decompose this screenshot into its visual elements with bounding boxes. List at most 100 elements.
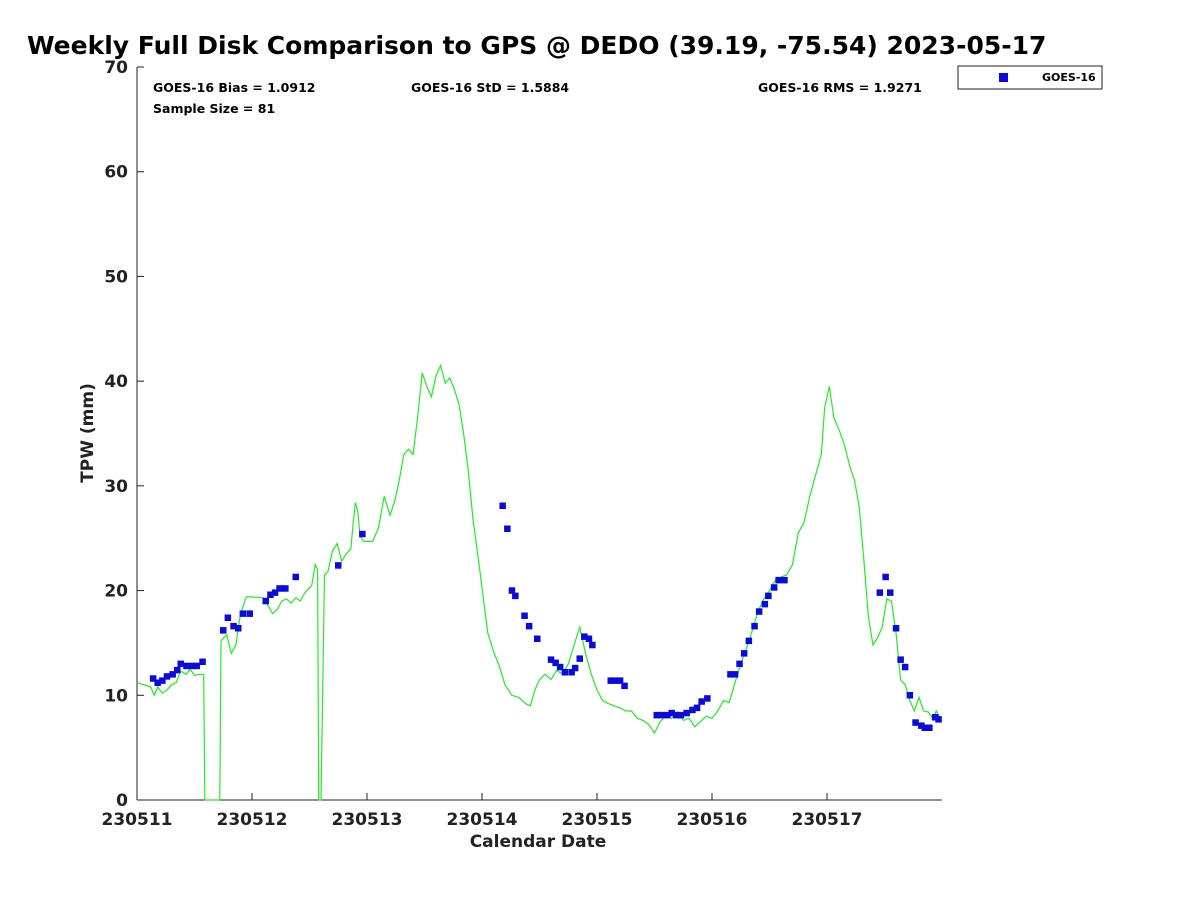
goes-16-point — [663, 711, 671, 719]
goes-16-point — [770, 584, 778, 591]
goes-16-point — [199, 658, 206, 665]
goes-16-point — [276, 585, 283, 592]
goes-16-point — [504, 525, 511, 532]
goes-16-point — [512, 592, 519, 600]
goes-16-point — [607, 677, 614, 684]
goes-16-point — [239, 610, 247, 617]
goes-16-point — [149, 675, 157, 682]
goes-16-point — [612, 677, 619, 684]
goes-16-point — [235, 625, 242, 632]
goes-16-point — [174, 666, 181, 674]
rms-stat: GOES-16 RMS = 1.9271 — [758, 80, 922, 95]
goes-16-point — [668, 709, 675, 717]
x-tick-label: 230516 — [677, 810, 748, 830]
x-tick-label: 230513 — [332, 810, 403, 830]
goes-16-point — [220, 627, 227, 634]
goes-16-point — [621, 682, 628, 690]
goes-16-point — [689, 706, 696, 714]
legend-box — [957, 65, 1103, 90]
goes-16-point — [335, 562, 342, 569]
goes-16-point — [897, 656, 904, 663]
y-tick-label: 10 — [104, 686, 128, 706]
axes — [136, 67, 942, 801]
goes-16-point — [698, 698, 705, 705]
goes-16-point — [616, 677, 624, 684]
y-tick-label: 50 — [104, 267, 128, 287]
goes-16-point — [547, 656, 555, 663]
goes-16-point — [876, 589, 884, 596]
goes-16-point — [525, 622, 533, 630]
goes-16-point — [292, 573, 299, 581]
y-tick-label: 20 — [104, 582, 128, 602]
y-axis-label: TPW (mm) — [78, 383, 98, 483]
goes-16-point — [585, 635, 593, 642]
goes-16-point — [189, 662, 196, 670]
y-tick-label: 60 — [104, 163, 128, 183]
goes-16-point — [262, 597, 269, 605]
goes-16-point — [169, 671, 176, 678]
goes-16-point — [931, 714, 939, 721]
goes-16-point — [568, 669, 575, 676]
legend-label-goes-16: GOES-16 — [1042, 71, 1096, 84]
goes-16-point — [521, 612, 528, 619]
goes-16-point — [282, 585, 289, 592]
goes-16-point — [561, 669, 569, 676]
y-tick-label: 30 — [104, 477, 128, 497]
goes-16-point — [571, 664, 579, 672]
goes-16-point — [224, 614, 232, 621]
goes-16-point — [683, 709, 690, 717]
gps-line — [136, 363, 941, 801]
goes-16-point — [745, 637, 753, 645]
goes-16-point — [534, 635, 541, 642]
goes-16-point — [658, 711, 665, 719]
y-tick-label: 70 — [104, 58, 128, 78]
goes-16-point — [704, 695, 711, 702]
goes-16-point — [887, 589, 894, 596]
goes-16-point — [677, 711, 685, 719]
x-tick-label: 230517 — [792, 810, 863, 830]
y-tick-label: 40 — [104, 372, 128, 392]
goes-16-point — [892, 625, 900, 632]
goes-16-point — [755, 608, 763, 615]
goes-16-point — [653, 711, 660, 719]
gps-series — [136, 363, 941, 801]
goes-16-point — [581, 633, 588, 640]
y-ticks: 0 10 20 30 40 50 60 70 — [104, 58, 144, 811]
goes-16-point — [230, 622, 237, 630]
goes-16-point — [912, 719, 919, 726]
x-tick-label: 230514 — [447, 810, 518, 830]
goes-16-point — [918, 722, 925, 729]
goes-16-point — [761, 600, 769, 608]
goes-16-point — [693, 704, 701, 712]
goes-16-point — [552, 659, 559, 667]
x-tick-label: 230512 — [217, 810, 288, 830]
chart-title: Weekly Full Disk Comparison to GPS @ DED… — [27, 31, 1046, 60]
legend: GOES-16 — [957, 65, 1103, 90]
goes-16-point — [775, 576, 782, 584]
goes-16-point — [765, 592, 772, 600]
goes-16-point — [177, 660, 184, 668]
goes-16-point — [673, 711, 680, 719]
goes-16-point — [499, 502, 506, 509]
goes-16-point — [781, 576, 788, 584]
goes-16-point — [727, 671, 734, 678]
goes-16-point — [163, 673, 171, 680]
goes-16-point — [740, 650, 748, 657]
goes-16-point — [751, 622, 758, 630]
goes-16-series — [149, 502, 942, 731]
sample-size-stat: Sample Size = 81 — [153, 101, 275, 116]
goes-16-point — [271, 589, 279, 596]
goes-16-point — [736, 660, 743, 668]
goes-16-point — [926, 724, 933, 731]
goes-16-point — [556, 663, 564, 671]
goes-16-point — [508, 587, 516, 594]
goes-16-point — [882, 573, 889, 581]
goes-16-point — [154, 679, 161, 686]
goes-16-point — [589, 641, 596, 649]
x-tick-label: 230511 — [102, 810, 173, 830]
goes-16-point — [731, 671, 739, 678]
goes-16-point — [159, 677, 166, 684]
goes-16-point — [935, 716, 942, 723]
goes-16-point — [267, 591, 274, 598]
